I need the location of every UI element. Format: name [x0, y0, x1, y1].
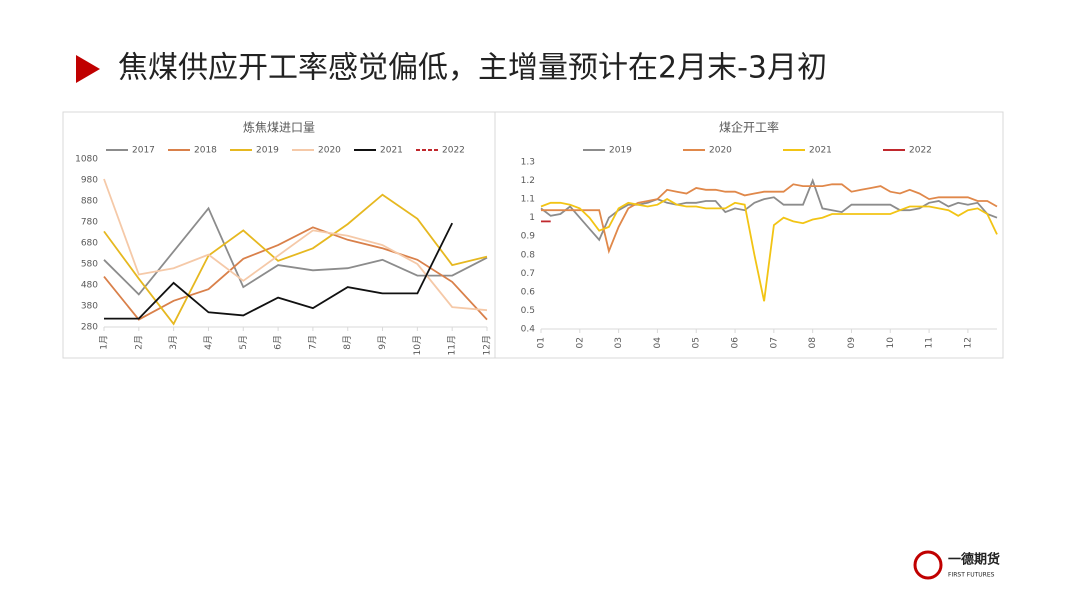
legend-label: 2020 — [318, 146, 341, 156]
y-tick-label: 1.2 — [521, 176, 535, 186]
x-tick-label: 09 — [847, 337, 857, 349]
legend-label: 2021 — [809, 146, 832, 156]
x-tick-label: 8月 — [342, 335, 353, 350]
x-tick-label: 01 — [537, 337, 547, 348]
x-tick-label: 11月 — [447, 335, 458, 355]
series-line — [103, 193, 488, 326]
y-tick-label: 480 — [81, 281, 98, 291]
legend-label: 2019 — [609, 146, 632, 156]
y-tick-label: 1 — [529, 213, 535, 223]
y-tick-label: 580 — [81, 260, 98, 270]
series-line — [103, 178, 488, 312]
y-tick-label: 0.6 — [521, 287, 536, 297]
slide-title: 焦煤供应开工率感觉偏低，主增量预计在2月末-3月初 — [118, 51, 827, 86]
x-tick-label: 2月 — [133, 335, 144, 350]
legend-label: 2022 — [909, 146, 932, 156]
y-tick-label: 380 — [81, 302, 98, 312]
logo-name: 一德期货 — [948, 552, 1000, 568]
legend-label: 2020 — [709, 146, 732, 156]
x-tick-label: 10月 — [412, 335, 423, 355]
x-tick-label: 11 — [925, 337, 935, 348]
title-marker — [76, 55, 100, 83]
x-tick-label: 9月 — [377, 335, 388, 350]
x-tick-label: 02 — [575, 337, 585, 348]
x-tick-label: 07 — [769, 337, 779, 348]
logo-english: FIRST FUTURES — [948, 572, 995, 579]
legend-label: 2019 — [256, 146, 279, 156]
legend-label: 2017 — [132, 146, 155, 156]
y-tick-label: 0.9 — [521, 232, 536, 242]
x-tick-label: 12 — [963, 337, 973, 348]
x-tick-label: 10 — [886, 337, 896, 349]
y-tick-label: 0.5 — [521, 306, 535, 316]
y-tick-label: 280 — [81, 323, 98, 333]
y-tick-label: 780 — [81, 218, 98, 228]
y-tick-label: 1.1 — [521, 195, 535, 205]
y-tick-label: 0.4 — [521, 325, 536, 335]
x-tick-label: 12月 — [482, 335, 493, 355]
chart-panel — [494, 111, 1004, 359]
series-line — [103, 206, 488, 296]
series-line — [103, 226, 488, 321]
x-tick-label: 04 — [653, 337, 663, 349]
chart-title: 煤企开工率 — [719, 120, 779, 135]
y-tick-label: 0.7 — [521, 269, 535, 279]
legend-label: 2022 — [442, 146, 465, 156]
series-line — [540, 198, 998, 302]
legend-label: 2018 — [194, 146, 217, 156]
y-tick-label: 1.3 — [521, 158, 535, 168]
y-tick-label: 1080 — [75, 155, 98, 165]
series-line — [104, 222, 454, 320]
logo-icon — [913, 550, 943, 580]
x-tick-label: 5月 — [238, 335, 249, 350]
x-tick-label: 06 — [731, 337, 741, 349]
legend-label: 2021 — [380, 146, 403, 156]
x-tick-label: 05 — [692, 337, 702, 348]
x-tick-label: 08 — [808, 337, 818, 349]
y-tick-label: 680 — [81, 239, 98, 249]
x-tick-label: 4月 — [203, 335, 214, 350]
series-line — [541, 183, 998, 255]
y-tick-label: 880 — [81, 197, 98, 207]
chart-title: 炼焦煤进口量 — [243, 120, 315, 135]
x-tick-label: 3月 — [168, 335, 179, 350]
y-tick-label: 980 — [81, 176, 98, 186]
x-tick-label: 7月 — [307, 335, 318, 350]
x-tick-label: 1月 — [99, 335, 110, 350]
x-tick-label: 6月 — [273, 335, 284, 350]
x-tick-label: 03 — [614, 337, 624, 348]
chart-panel — [62, 111, 496, 359]
y-tick-label: 0.8 — [521, 250, 536, 260]
